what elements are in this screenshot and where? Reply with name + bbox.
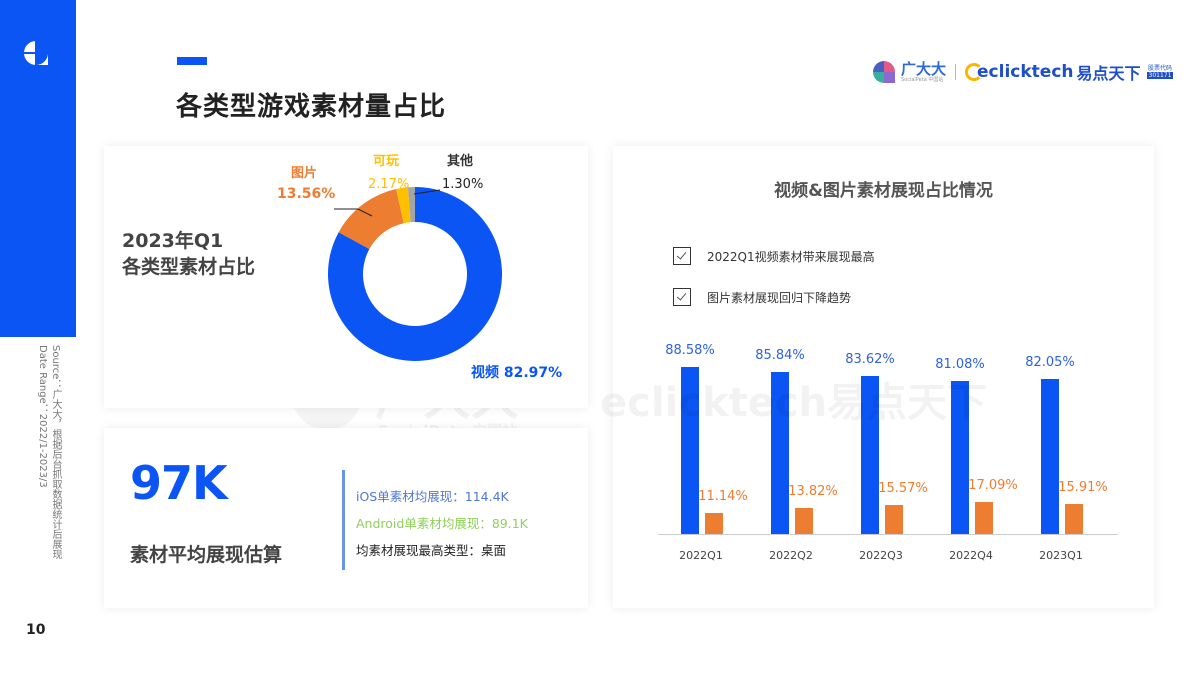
estimate-value: 97K [130,456,228,510]
estimate-divider [342,470,345,570]
check-item-1: 2022Q1视频素材带来展现最高 [673,247,875,265]
brand-divider [955,64,957,80]
donut-card: 2023年Q1 各类型素材占比 图片 13.56% 可玩 2.17% 其他 1.… [104,146,588,408]
checkbox-checked-icon [673,288,691,306]
video-bar-2022Q2 [771,371,789,534]
check-item-2: 图片素材展现回归下降趋势 [673,288,851,306]
brand-gdd-sub: SocialPeta 中国站 [901,76,944,83]
donut-slice-0 [328,187,502,361]
x-axis-label: 2022Q2 [769,549,813,562]
eclicktech-swoosh-icon [965,63,984,81]
checkbox-checked-icon [673,247,691,265]
image-bar-2023Q1 [1065,503,1083,534]
bar-chart: 88.58% 11.14% 2022Q1 85.84% 13.82% 2022Q2 83.6… [613,146,1154,608]
stock-code: 301171 [1146,72,1174,79]
top-type-line: 均素材展现最高类型：桌面 [356,543,507,558]
image-leader-line [334,208,373,217]
video-bar-2022Q3 [861,375,879,534]
estimate-card: 97K 素材平均展现估算 iOS单素材均展现：114.4K Android单素材… [104,428,588,608]
date-range-line: Date Range：2022/1-2023/3 [37,345,48,488]
other-leader-line [413,189,441,195]
image-bar-2022Q2 [795,507,813,534]
android-average-line: Android单素材均展现：89.1K [356,516,528,531]
label-video: 视频 82.97% [471,365,563,381]
label-image-name: 图片 [291,166,318,181]
image-bar-label: 15.57% [878,480,928,496]
x-axis-line [658,534,1118,535]
source-note: Source：广大大，根据后台抓取数据统计后展现 Date Range：2022… [22,345,62,595]
donut-slice-3 [407,187,415,223]
x-axis-label: 2022Q1 [679,549,723,562]
video-bar-2022Q1 [681,366,699,534]
image-bar-label: 15.91% [1058,479,1108,495]
donut-slice-2 [396,187,411,224]
donut-chart [328,187,502,361]
image-bar-label: 11.14% [698,488,748,504]
brand-gdd-name: 广大大 [901,59,947,78]
title-accent-bar [177,57,207,65]
label-image-value: 13.56% [277,186,336,202]
brand-logos: 广大大 SocialPeta 中国站 eclicktech 易点天下 股票代码 … [872,58,1174,86]
x-axis-label: 2023Q1 [1039,549,1083,562]
label-playable-name: 可玩 [373,154,400,169]
logo-icon [24,41,48,65]
x-axis-label: 2022Q3 [859,549,903,562]
video-bar-label: 83.62% [845,351,895,367]
socialpeta-logo-icon [873,61,895,83]
image-bar-label: 13.82% [788,483,838,499]
page-number: 10 [26,622,46,638]
label-other-name: 其他 [447,154,474,169]
donut-heading-year: 2023年Q1 [122,230,224,252]
check-text-2: 图片素材展现回归下降趋势 [707,290,852,305]
video-bar-2023Q1 [1041,378,1059,534]
image-bar-2022Q4 [975,501,993,534]
video-bar-label: 85.84% [755,347,805,363]
source-line: Source：广大大，根据后台抓取数据统计后展现 [50,345,61,560]
label-playable-value: 2.17% [368,177,410,192]
label-other-value: 1.30% [442,177,484,192]
image-bar-2022Q1 [705,512,723,534]
sidebar-accent [0,0,76,337]
video-bar-2022Q4 [951,380,969,534]
video-bar-label: 88.58% [665,342,715,358]
page-title: 各类型游戏素材量占比 [176,92,447,122]
brand-ect-cn: 易点天下 [1076,64,1141,83]
x-axis-label: 2022Q4 [949,549,993,562]
stock-label: 股票代码 [1147,65,1172,72]
image-bar-2022Q3 [885,504,903,534]
video-bar-label: 81.08% [935,356,985,372]
brand-ect-word: eclicktech [977,62,1074,82]
estimate-label: 素材平均展现估算 [130,544,283,566]
ios-average-line: iOS单素材均展现：114.4K [356,489,509,504]
bar-chart-card: 视频&图片素材展现占比情况 2022Q1视频素材带来展现最高 图片素材展现回归下… [613,146,1154,608]
video-bar-label: 82.05% [1025,354,1075,370]
image-bar-label: 17.09% [968,477,1018,493]
donut-slice-1 [338,189,404,250]
donut-heading: 2023年Q1 各类型素材占比 [122,228,255,280]
donut-heading-label: 各类型素材占比 [122,256,256,278]
check-text-1: 2022Q1视频素材带来展现最高 [707,249,875,264]
bar-chart-title: 视频&图片素材展现占比情况 [774,181,993,201]
